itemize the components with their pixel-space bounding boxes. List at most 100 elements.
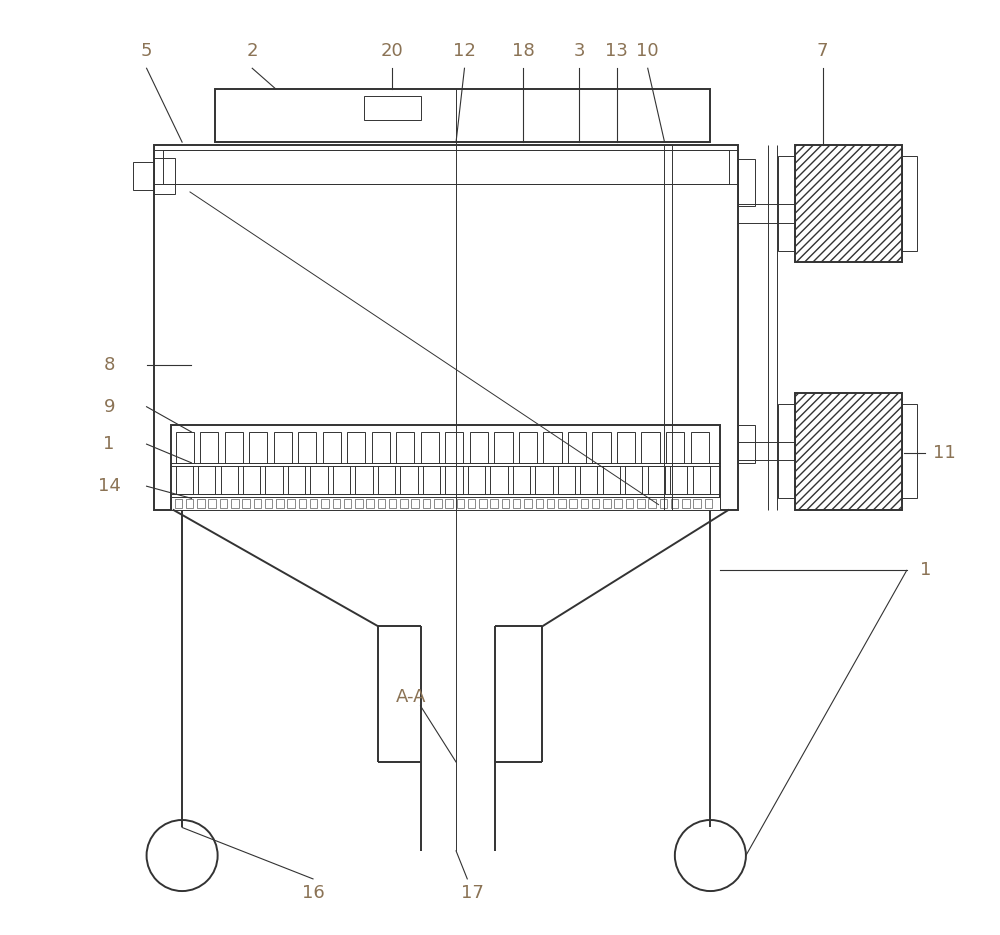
Bar	[389, 499, 396, 508]
Bar	[133, 162, 154, 190]
Bar	[547, 499, 554, 508]
Bar	[171, 497, 720, 510]
Bar	[423, 499, 430, 508]
Bar	[666, 432, 684, 463]
Bar	[778, 404, 795, 498]
Bar	[671, 499, 678, 508]
Text: 18: 18	[512, 42, 535, 61]
Bar	[614, 499, 622, 508]
Bar	[603, 499, 611, 508]
Bar	[225, 432, 243, 463]
Bar	[242, 499, 250, 508]
Text: 13: 13	[605, 42, 628, 61]
Bar	[355, 466, 373, 494]
Text: 1: 1	[103, 435, 115, 453]
Bar	[396, 432, 414, 463]
Bar	[513, 499, 520, 508]
Bar	[693, 499, 701, 508]
Bar	[457, 499, 464, 508]
Bar	[637, 499, 645, 508]
Bar	[902, 156, 917, 251]
Text: 8: 8	[103, 355, 115, 374]
Bar	[321, 499, 329, 508]
Text: 16: 16	[302, 884, 324, 902]
Bar	[535, 466, 553, 494]
Bar	[502, 499, 509, 508]
Bar	[215, 89, 710, 142]
Bar	[400, 499, 408, 508]
Bar	[682, 499, 690, 508]
Bar	[524, 499, 532, 508]
Bar	[738, 159, 755, 206]
Bar	[400, 466, 418, 494]
Text: 7: 7	[817, 42, 828, 61]
Bar	[154, 145, 738, 510]
Bar	[795, 393, 902, 510]
Bar	[693, 466, 710, 494]
Bar	[265, 499, 272, 508]
Bar	[378, 499, 385, 508]
Bar	[411, 499, 419, 508]
Bar	[468, 499, 475, 508]
Bar	[603, 466, 620, 494]
Bar	[641, 432, 660, 463]
Text: 3: 3	[574, 42, 585, 61]
Bar	[490, 499, 498, 508]
Bar	[445, 466, 463, 494]
Bar	[310, 466, 328, 494]
Text: 20: 20	[381, 42, 404, 61]
Bar	[288, 466, 305, 494]
Bar	[648, 466, 665, 494]
Bar	[738, 425, 755, 463]
Bar	[479, 499, 487, 508]
Bar	[176, 466, 193, 494]
Text: 11: 11	[933, 444, 956, 463]
Bar	[670, 466, 687, 494]
Bar	[423, 466, 440, 494]
Bar	[323, 432, 341, 463]
Bar	[580, 466, 597, 494]
Bar	[778, 156, 795, 251]
Bar	[175, 499, 182, 508]
Text: 2: 2	[246, 42, 258, 61]
Bar	[625, 466, 642, 494]
Text: 17: 17	[461, 884, 483, 902]
Bar	[220, 499, 227, 508]
Bar	[364, 96, 421, 120]
Bar	[468, 466, 485, 494]
Bar	[154, 158, 175, 194]
Bar	[795, 145, 902, 262]
Bar	[310, 499, 317, 508]
Bar	[445, 432, 463, 463]
Text: 10: 10	[636, 42, 659, 61]
Bar	[366, 499, 374, 508]
Bar	[200, 432, 218, 463]
Bar	[626, 499, 633, 508]
Bar	[344, 499, 351, 508]
Bar	[421, 432, 439, 463]
Bar	[198, 466, 215, 494]
Bar	[299, 499, 306, 508]
Bar	[333, 466, 350, 494]
Text: 5: 5	[141, 42, 152, 61]
Bar	[445, 499, 453, 508]
Bar	[265, 466, 283, 494]
Bar	[197, 499, 205, 508]
Text: 14: 14	[98, 477, 121, 496]
Bar	[592, 499, 599, 508]
Bar	[274, 432, 292, 463]
Bar	[208, 499, 216, 508]
Bar	[254, 499, 261, 508]
Bar	[513, 466, 530, 494]
Bar	[470, 432, 488, 463]
Bar	[333, 499, 340, 508]
Bar	[691, 432, 709, 463]
Bar	[231, 499, 239, 508]
Bar	[519, 432, 537, 463]
Bar	[490, 466, 508, 494]
Text: A-A: A-A	[396, 687, 426, 706]
Bar	[249, 432, 267, 463]
Bar	[543, 432, 562, 463]
Bar	[581, 499, 588, 508]
Bar	[186, 499, 193, 508]
